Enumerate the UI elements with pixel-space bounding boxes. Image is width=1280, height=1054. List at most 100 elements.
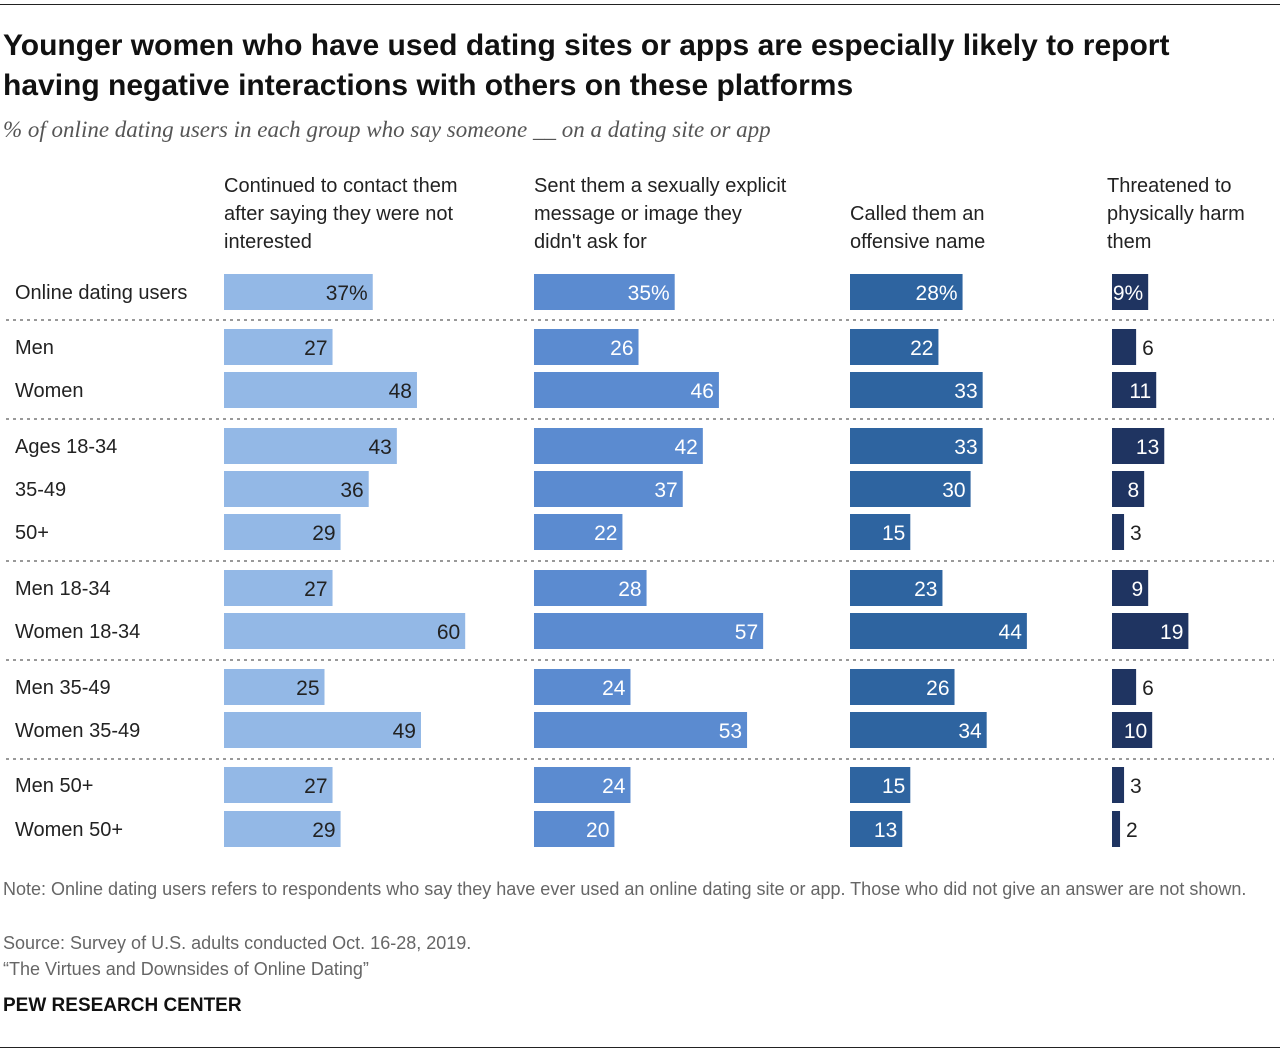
bar — [534, 514, 623, 550]
data-label: 20 — [586, 819, 609, 842]
bar — [224, 372, 417, 408]
data-label: 37 — [654, 479, 677, 502]
report-title: “The Virtues and Downsides of Online Dat… — [3, 959, 369, 979]
row-label: Women 35-49 — [15, 720, 140, 742]
data-label: 3 — [1130, 522, 1142, 545]
row-label: 50+ — [15, 522, 49, 544]
bar — [224, 811, 341, 847]
bar — [224, 274, 373, 310]
row-label: Women 18-34 — [15, 621, 140, 643]
bar — [850, 372, 983, 408]
data-label: 35% — [628, 282, 670, 305]
bottom-rule — [0, 1047, 1280, 1048]
bar — [534, 669, 631, 705]
data-label: 24 — [602, 775, 626, 798]
bar — [850, 712, 987, 748]
data-label: 22 — [910, 337, 933, 360]
bar — [850, 613, 1027, 649]
data-label: 2 — [1126, 819, 1138, 842]
data-label: 29 — [312, 522, 335, 545]
row-label: 35-49 — [15, 479, 66, 501]
bar — [1112, 570, 1149, 606]
data-label: 60 — [437, 621, 460, 644]
bar — [224, 712, 421, 748]
data-label: 46 — [691, 380, 714, 403]
bar — [534, 767, 631, 803]
bar — [224, 471, 369, 507]
column-header-1: Continued to contact them after saying t… — [224, 175, 458, 253]
data-label: 53 — [719, 720, 742, 743]
data-label: 8 — [1127, 479, 1139, 502]
bar — [850, 767, 911, 803]
data-label: 23 — [914, 578, 937, 601]
bar — [534, 811, 615, 847]
data-label: 28% — [916, 282, 958, 305]
bar — [1112, 372, 1157, 408]
data-label: 15 — [882, 775, 905, 798]
data-label: 10 — [1124, 720, 1147, 743]
bar — [534, 274, 675, 310]
bar — [850, 811, 903, 847]
bar — [224, 767, 333, 803]
bar — [850, 329, 939, 365]
bar — [534, 471, 683, 507]
data-label: 29 — [312, 819, 335, 842]
bar — [224, 613, 466, 649]
bar — [534, 570, 647, 606]
bar — [534, 372, 719, 408]
data-label: 6 — [1142, 677, 1154, 700]
brand-logo-text: PEW RESEARCH CENTER — [3, 995, 242, 1016]
data-label: 28 — [618, 578, 641, 601]
data-label: 44 — [999, 621, 1023, 644]
row-label: Women 50+ — [15, 819, 123, 841]
bar — [850, 428, 983, 464]
chart-title: Younger women who have used dating sites… — [3, 29, 1170, 102]
bar — [1112, 329, 1137, 365]
bar — [534, 329, 639, 365]
data-label: 9 — [1131, 578, 1143, 601]
data-label: 36 — [340, 479, 363, 502]
bar — [224, 514, 341, 550]
bar — [224, 428, 397, 464]
bar — [850, 669, 955, 705]
data-label: 6 — [1142, 337, 1154, 360]
data-label: 22 — [594, 522, 617, 545]
column-header-3: Called them an offensive name — [850, 203, 986, 253]
bar — [1112, 811, 1121, 847]
row-label: Men 18-34 — [15, 578, 111, 600]
row-label: Women — [15, 380, 84, 402]
row-label: Ages 18-34 — [15, 436, 117, 458]
row-label: Men 50+ — [15, 775, 93, 797]
data-label: 24 — [602, 677, 626, 700]
data-label: 15 — [882, 522, 905, 545]
data-label: 34 — [958, 720, 982, 743]
bar — [850, 514, 911, 550]
data-label: 13 — [874, 819, 897, 842]
bar — [850, 471, 971, 507]
bar — [1112, 669, 1137, 705]
data-label: 33 — [954, 436, 977, 459]
data-label: 43 — [369, 436, 392, 459]
bar — [534, 613, 764, 649]
data-label: 26 — [926, 677, 949, 700]
data-label: 13 — [1136, 436, 1159, 459]
data-label: 49 — [393, 720, 416, 743]
bar — [850, 274, 963, 310]
data-label: 27 — [304, 775, 327, 798]
bar — [1112, 712, 1153, 748]
bar — [534, 712, 748, 748]
data-label: 19 — [1160, 621, 1183, 644]
row-label: Men 35-49 — [15, 677, 111, 699]
column-header-4: Threatened to physically harm them — [1107, 175, 1245, 253]
data-label: 11 — [1129, 380, 1151, 403]
bar — [1112, 767, 1125, 803]
bar — [224, 570, 333, 606]
source: Source: Survey of U.S. adults conducted … — [3, 933, 472, 953]
data-label: 37% — [326, 282, 368, 305]
row-label: Online dating users — [15, 282, 187, 304]
data-label: 57 — [735, 621, 758, 644]
note: Note: Online dating users refers to resp… — [3, 879, 1247, 899]
data-label: 48 — [389, 380, 412, 403]
